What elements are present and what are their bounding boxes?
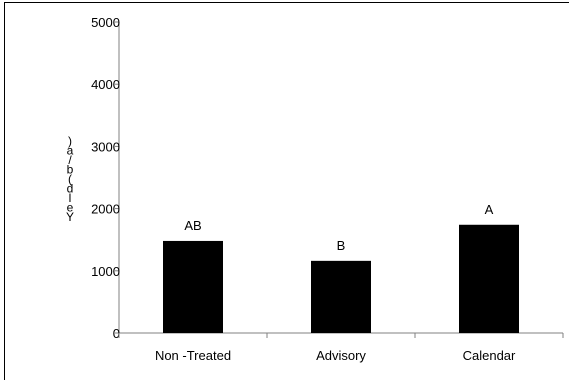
- bar: [311, 260, 371, 333]
- data-label: B: [337, 238, 346, 253]
- y-tick-label: 1000: [91, 264, 120, 279]
- category-label: Advisory: [316, 348, 366, 363]
- y-axis-label-char: ): [68, 134, 72, 148]
- category-label: Non -Treated: [155, 348, 231, 363]
- y-axis-label-char: e: [67, 201, 74, 215]
- bar: [459, 224, 519, 333]
- y-axis-label-char: (: [68, 172, 72, 186]
- y-axis-label-char: a: [67, 144, 74, 158]
- y-tick-label: 3000: [91, 139, 120, 154]
- y-tick-label: 4000: [91, 77, 120, 92]
- y-ticks: 0 1000 2000 3000 4000 5000: [91, 15, 120, 341]
- bar: [163, 240, 223, 333]
- y-axis-label-char: /: [68, 153, 72, 167]
- bars: [163, 224, 519, 333]
- chart-frame: [4, 2, 569, 380]
- y-axis-label-char: d: [67, 182, 74, 196]
- data-labels: AB B A: [184, 202, 493, 253]
- data-label: A: [485, 202, 494, 217]
- data-label: AB: [184, 218, 201, 233]
- y-axis-label-char: b: [67, 163, 74, 177]
- category-labels: Non -Treated Advisory Calendar: [155, 348, 516, 363]
- y-tick-label: 5000: [91, 15, 120, 30]
- y-tick-label: 0: [113, 326, 120, 341]
- category-label: Calendar: [463, 348, 516, 363]
- y-axis-label-char: Y: [66, 210, 74, 224]
- x-ticks: [118, 333, 564, 338]
- y-axis-label-char: l: [69, 191, 72, 205]
- y-tick-label: 2000: [91, 202, 120, 217]
